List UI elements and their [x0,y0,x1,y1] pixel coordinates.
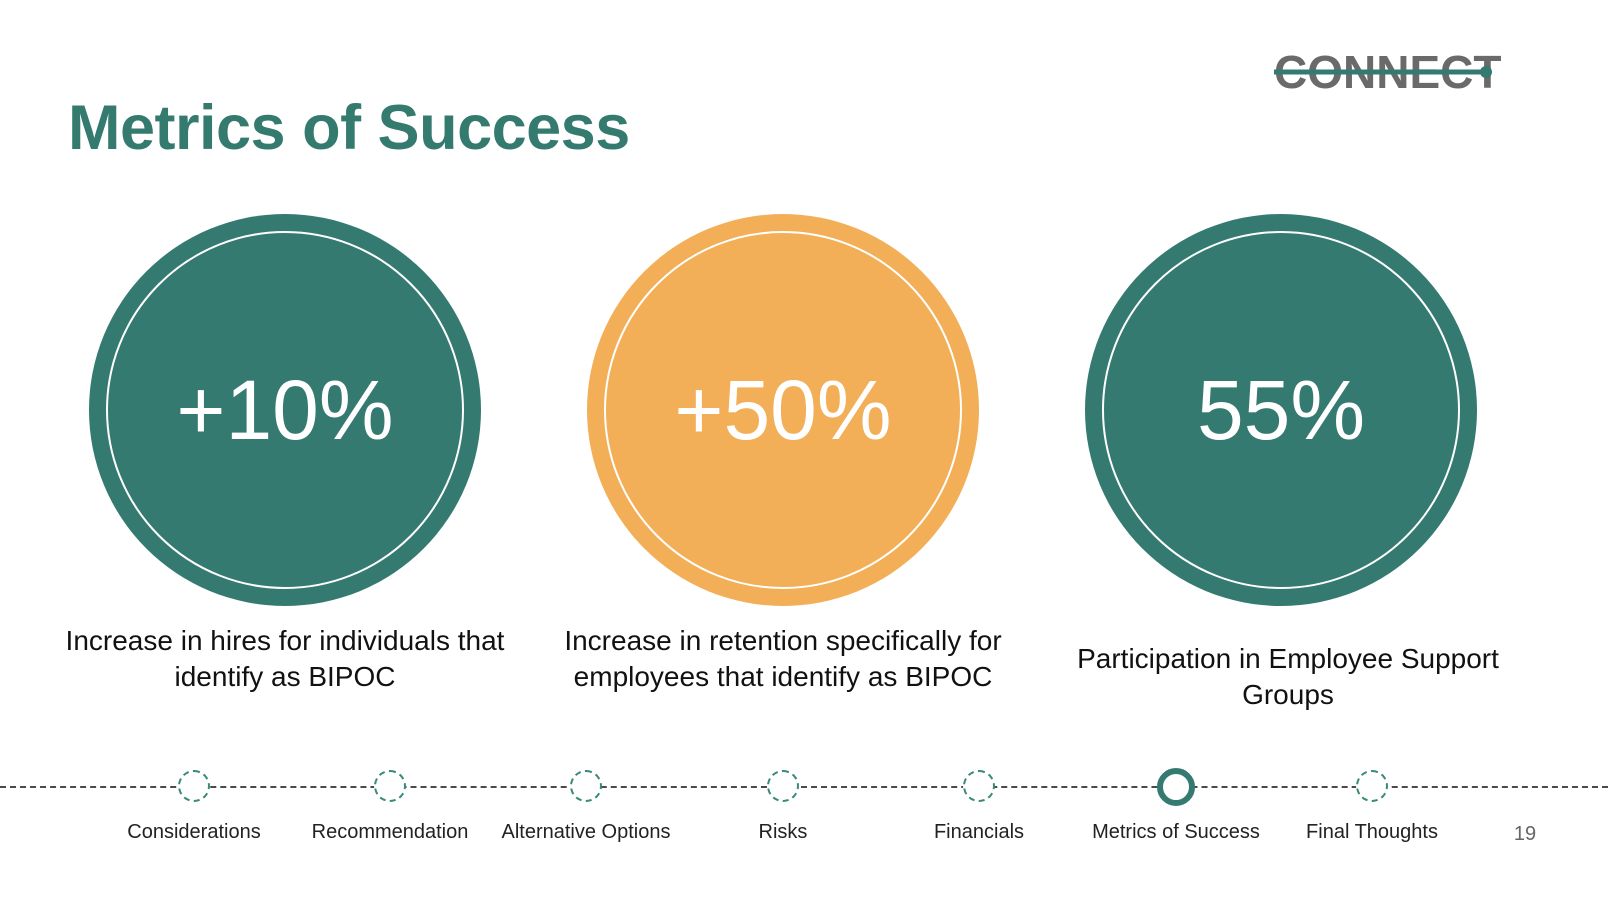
page-title: Metrics of Success [68,93,630,163]
nav-node-metrics-of-success[interactable] [1157,768,1195,806]
nav-node-risks[interactable] [767,770,799,802]
metric-caption-hires: Increase in hires for individuals that i… [65,625,505,692]
metric-value: +50% [674,362,892,457]
metric-circle-hires: +10% [89,214,481,606]
nav-item-recommendation[interactable]: Recommendation [311,821,469,843]
nav-item-financials[interactable]: Financials [933,821,1025,843]
metric-circle-participation: 55% [1085,214,1477,606]
nav-node-final-thoughts[interactable] [1356,770,1388,802]
nav-node-recommendation[interactable] [374,770,406,802]
metric-value: 55% [1196,362,1366,457]
nav-item-considerations[interactable]: Considerations [127,821,261,843]
connect-logo: CONNECT [1270,44,1515,100]
metric-caption-retention: Increase in retention specifically for e… [564,625,1002,692]
timeline-line [0,786,1608,788]
nav-node-considerations[interactable] [178,770,210,802]
metric-value: +10% [176,362,394,457]
nav-node-financials[interactable] [963,770,995,802]
metric-circle-retention: +50% [587,214,979,606]
nav-item-final-thoughts[interactable]: Final Thoughts [1306,821,1438,843]
nav-item-alternative-options[interactable]: Alternative Options [501,821,671,843]
metric-inner-ring [604,231,962,589]
metric-inner-ring [106,231,464,589]
metric-inner-ring [1102,231,1460,589]
metric-caption-participation: Participation in Employee Support Groups [1077,643,1499,710]
page-number: 19 [1513,823,1537,845]
nav-node-alternative-options[interactable] [570,770,602,802]
nav-item-metrics-of-success[interactable]: Metrics of Success [1092,821,1260,843]
nav-item-risks[interactable]: Risks [758,821,808,843]
